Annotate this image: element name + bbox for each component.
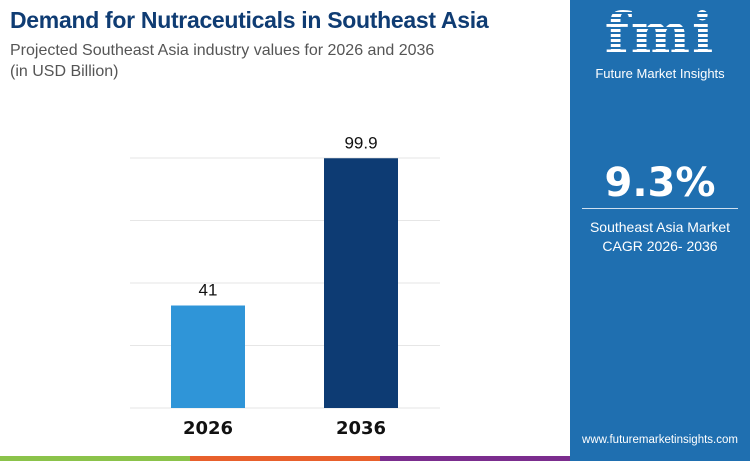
brand-name: Future Market Insights	[595, 66, 725, 81]
page-title: Demand for Nutraceuticals in Southeast A…	[10, 7, 489, 33]
data-label: 99.9	[344, 133, 377, 152]
logo-mark: fmi	[570, 4, 750, 64]
strip-orange	[190, 456, 380, 461]
strip-green	[0, 456, 190, 461]
website-link[interactable]: www.futuremarketinsights.com	[582, 434, 738, 446]
subtitle: Projected Southeast Asia industry values…	[10, 40, 434, 82]
subtitle-line1: Projected Southeast Asia industry values…	[10, 42, 435, 59]
bar-2036	[324, 158, 398, 408]
info-panel: fmi Future Market Insights 9.3% Southeas…	[570, 0, 750, 461]
cagr-label-line2: CAGR 2026- 2036	[602, 238, 718, 254]
data-label: 41	[199, 281, 218, 300]
divider	[582, 208, 738, 209]
cagr-value: 9.3%	[604, 160, 716, 206]
cagr-label-line1: Southeast Asia Market	[589, 219, 731, 235]
fmi-logo: fmi Future Market Insights	[570, 4, 750, 82]
bar-chart: 41 2026 99.9 2036	[130, 133, 440, 439]
cagr-label: Southeast Asia Market CAGR 2026- 2036	[570, 218, 750, 256]
subtitle-line2: (in USD Billion)	[10, 63, 119, 80]
strip-purple	[380, 456, 570, 461]
bar-2026	[171, 305, 245, 408]
x-tick-label: 2036	[336, 418, 386, 439]
x-tick-label: 2026	[183, 418, 233, 439]
